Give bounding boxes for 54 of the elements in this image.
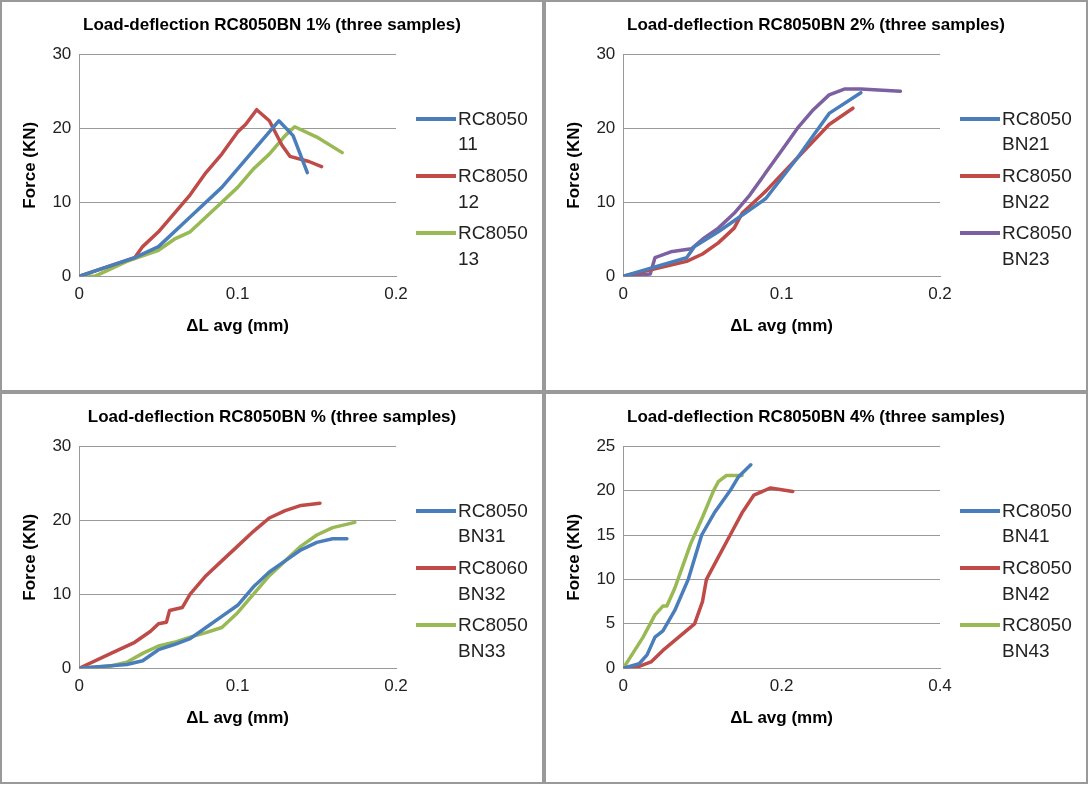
x-tick-label: 0.2 (384, 676, 408, 696)
x-tick-label: 0.4 (928, 676, 952, 696)
chart-title: Load-deflection RC8050BN 4% (three samples) (626, 406, 1006, 428)
y-tick-label: 0 (61, 657, 72, 677)
legend-label: RC805013 (458, 221, 528, 271)
x-tick-label: 0 (618, 676, 629, 696)
x-tick-label: 0.1 (225, 284, 250, 304)
legend-label: RC8050BN31 (458, 498, 528, 549)
x-axis-title: ΔL avg (mm) (730, 316, 833, 336)
legend-label: RC8050BN22 (1002, 163, 1072, 214)
legend-label: RC8050BN33 (458, 613, 528, 663)
y-tick-label: 30 (596, 43, 616, 63)
legend-label: RC805012 (458, 163, 528, 214)
x-tick-label: 0 (618, 284, 629, 304)
y-tick-label: 30 (52, 43, 72, 63)
y-axis-title: Force (KN) (19, 513, 39, 601)
legend-label: RC805011 (458, 106, 528, 157)
legend-label: RC8050BN21 (1002, 106, 1072, 157)
y-axis-title: Force (KN) (563, 513, 583, 601)
y-tick-label: 25 (596, 435, 616, 455)
y-axis-title: Force (KN) (19, 121, 39, 209)
legend-label: RC8050BN23 (1002, 221, 1072, 271)
y-tick-label: 10 (52, 191, 72, 211)
chart-title: Load-deflection RC8050BN 1% (three samples) (82, 14, 462, 36)
y-tick-label: 20 (596, 117, 616, 137)
x-tick-label: 0.2 (928, 284, 952, 304)
y-tick-label: 0 (61, 265, 72, 285)
x-tick-label: 0.2 (769, 676, 794, 696)
x-tick-label: 0.1 (225, 676, 250, 696)
y-tick-label: 20 (596, 480, 616, 500)
chart-title: Load-deflection RC8050BN 2% (three samples) (626, 14, 1006, 36)
y-axis-title: Force (KN) (563, 121, 583, 209)
y-tick-label: 10 (596, 191, 616, 211)
y-tick-label: 20 (52, 509, 72, 529)
y-tick-label: 10 (596, 569, 616, 589)
y-tick-label: 10 (52, 583, 72, 603)
x-axis-title: ΔL avg (mm) (186, 316, 289, 336)
legend-label: RC8050BN43 (1002, 613, 1072, 663)
y-tick-label: 30 (52, 435, 72, 455)
legend-label: RC8050BN42 (1002, 555, 1072, 606)
y-tick-label: 0 (605, 657, 616, 677)
x-tick-label: 0.1 (769, 284, 794, 304)
x-axis-title: ΔL avg (mm) (730, 708, 833, 728)
y-tick-label: 20 (52, 117, 72, 137)
chart-title: Load-deflection RC8050BN % (three samples) (86, 406, 458, 428)
legend-label: RC8050BN41 (1002, 498, 1072, 549)
legend-label: RC8060BN32 (458, 555, 528, 606)
x-tick-label: 0 (74, 676, 85, 696)
x-tick-label: 0.2 (384, 284, 408, 304)
x-axis-title: ΔL avg (mm) (186, 708, 289, 728)
y-tick-label: 15 (596, 524, 616, 544)
y-tick-label: 0 (605, 265, 616, 285)
x-tick-label: 0 (74, 284, 85, 304)
y-tick-label: 5 (605, 613, 616, 633)
